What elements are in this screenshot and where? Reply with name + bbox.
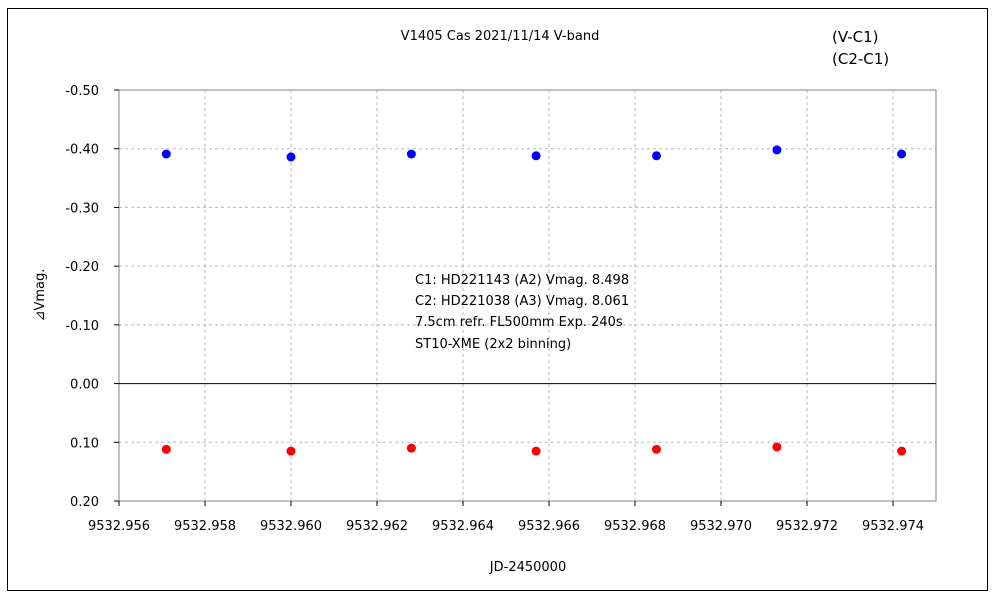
- annotation-line: ST10-XME (2x2 binning): [415, 337, 571, 352]
- y-tick-label: -0.10: [65, 319, 99, 334]
- data-point-c2-c1: [286, 152, 296, 162]
- data-point-v-c1: [772, 442, 782, 452]
- data-point-v-c1: [406, 443, 416, 453]
- annotation-line: 7.5cm refr. FL500mm Exp. 240s: [415, 315, 623, 330]
- grid: [119, 90, 936, 501]
- legend-entry-v-c1: (V-C1): [832, 28, 879, 46]
- data-point-c2-c1: [652, 151, 661, 161]
- y-tick-label: 0.10: [70, 436, 99, 451]
- plot-area: [118, 89, 937, 502]
- x-axis: 9532.956 9532.958 9532.960 9532.962 9532.964…: [88, 501, 924, 534]
- x-tick-label: 9532.972: [776, 519, 838, 534]
- y-axis: -0.50 -0.40 -0.30 -0.20 -0.10 0.00 0.10 0.20: [65, 84, 119, 510]
- data-point-v-c1: [531, 446, 541, 456]
- y-tick-label: -0.30: [65, 201, 99, 216]
- x-tick-label: 9532.956: [88, 519, 150, 534]
- data-point-c2-c1: [897, 149, 907, 159]
- x-tick-label: 9532.964: [432, 519, 494, 534]
- data-point-v-c1: [286, 446, 296, 456]
- data-point-c2-c1: [531, 151, 541, 161]
- x-tick-label: 9532.962: [346, 519, 408, 534]
- y-tick-label: 0.20: [70, 495, 99, 510]
- data-point-c2-c1: [161, 149, 171, 159]
- chart-title: V1405 Cas 2021/11/14 V-band: [401, 29, 600, 44]
- x-tick-label: 9532.958: [174, 519, 236, 534]
- y-tick-label: 0.00: [70, 378, 99, 393]
- y-axis-label: ⊿Vmag.: [33, 269, 48, 322]
- chart-frame: [7, 8, 988, 591]
- x-tick-label: 9532.968: [604, 519, 666, 534]
- y-tick-label: -0.20: [65, 260, 99, 275]
- data-point-c2-c1: [772, 145, 782, 155]
- data-point-v-c1: [161, 444, 171, 454]
- legend-entry-c2-c1: (C2-C1): [832, 50, 889, 68]
- y-tick-label: -0.40: [65, 143, 99, 158]
- x-tick-label: 9532.966: [518, 519, 580, 534]
- data-points: [161, 145, 907, 456]
- y-tick-label: -0.50: [65, 84, 99, 99]
- data-point-v-c1: [652, 444, 661, 454]
- annotation-line: C1: HD221143 (A2) Vmag. 8.498: [415, 273, 629, 288]
- data-point-c2-c1: [406, 149, 416, 159]
- annotation-block: C1: HD221143 (A2) Vmag. 8.498 C2: HD2210…: [415, 273, 629, 352]
- data-point-v-c1: [897, 446, 907, 456]
- x-axis-label: JD-2450000: [489, 560, 566, 575]
- x-tick-label: 9532.960: [260, 519, 322, 534]
- x-tick-label: 9532.970: [690, 519, 752, 534]
- x-tick-label: 9532.974: [862, 519, 924, 534]
- annotation-line: C2: HD221038 (A3) Vmag. 8.061: [415, 294, 629, 309]
